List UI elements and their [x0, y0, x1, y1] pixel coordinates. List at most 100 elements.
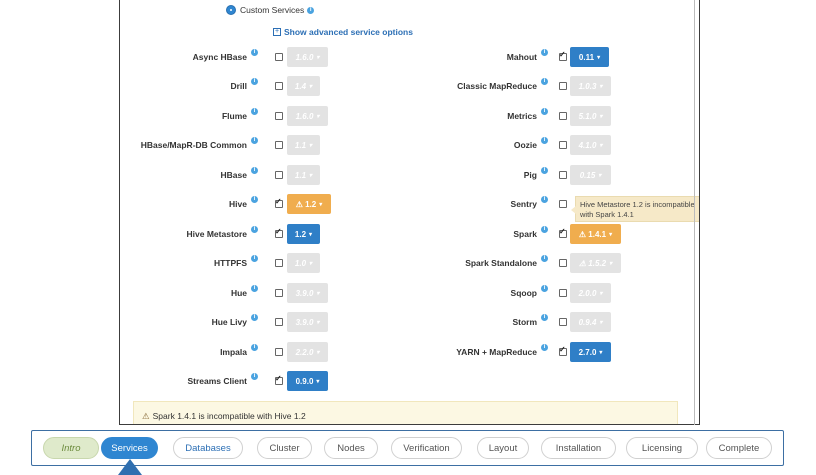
custom-services-label: Custom Services [240, 5, 305, 15]
service-checkbox[interactable] [275, 141, 283, 149]
service-row-classic-mapreduce: Classic MapReduce i 1.0.3 ▾ [410, 75, 699, 97]
info-icon[interactable]: i [541, 167, 548, 174]
service-label: Drill [230, 81, 247, 91]
service-label: HTTPFS [213, 258, 247, 268]
version-dropdown[interactable]: 4.1.0 ▾ [570, 135, 611, 155]
version-dropdown[interactable]: 1.6.0 ▾ [287, 106, 328, 126]
advanced-options-link[interactable]: + Show advanced service options [273, 27, 413, 37]
version-dropdown[interactable]: 1.2 ▾ [287, 224, 320, 244]
version-dropdown[interactable]: 0.9.4 ▾ [570, 312, 611, 332]
version-dropdown[interactable]: 3.9.0 ▾ [287, 312, 328, 332]
service-checkbox[interactable] [275, 259, 283, 267]
service-row-spark: Spark i ⚠ 1.4.1▾ [410, 223, 699, 245]
info-icon[interactable]: i [251, 49, 258, 56]
version-dropdown[interactable]: 0.11 ▾ [570, 47, 609, 67]
service-label: Hue Livy [211, 317, 247, 327]
service-checkbox[interactable] [559, 112, 567, 120]
wizard-step-installation[interactable]: Installation [541, 437, 616, 459]
custom-services-option[interactable]: Custom Services i [226, 5, 315, 15]
service-checkbox[interactable] [559, 82, 567, 90]
service-checkbox[interactable] [275, 197, 283, 208]
service-checkbox[interactable] [559, 50, 567, 61]
service-label: Hive [229, 199, 247, 209]
info-icon[interactable]: i [541, 314, 548, 321]
wizard-step-nodes[interactable]: Nodes [324, 437, 378, 459]
service-row-async-hbase: Async HBase i 1.6.0 ▾ [120, 46, 420, 68]
service-row-hue: Hue i 3.9.0 ▾ [120, 282, 420, 304]
version-dropdown[interactable]: 2.0.0 ▾ [570, 283, 611, 303]
service-checkbox[interactable] [275, 171, 283, 179]
service-checkbox[interactable] [275, 53, 283, 61]
service-label: Sqoop [510, 288, 537, 298]
service-checkbox[interactable] [275, 112, 283, 120]
radio-selected-icon[interactable] [226, 5, 236, 15]
info-icon[interactable]: i [541, 108, 548, 115]
service-row-oozie: Oozie i 4.1.0 ▾ [410, 134, 699, 156]
info-icon[interactable]: i [251, 108, 258, 115]
service-checkbox[interactable] [559, 227, 567, 238]
wizard-progress-bar: Intro Services Databases Cluster Nodes V… [31, 430, 784, 466]
version-dropdown[interactable]: 1.1 ▾ [287, 135, 320, 155]
info-icon[interactable]: i [251, 285, 258, 292]
info-icon[interactable]: i [251, 373, 258, 380]
info-icon[interactable]: i [541, 196, 548, 203]
info-icon[interactable]: i [541, 255, 548, 262]
info-icon[interactable]: i [251, 344, 258, 351]
service-checkbox[interactable] [275, 318, 283, 326]
version-dropdown[interactable]: 1.0 ▾ [287, 253, 320, 273]
info-icon[interactable]: i [541, 285, 548, 292]
version-dropdown[interactable]: ⚠ 1.4.1 ▾ [570, 224, 621, 244]
info-icon[interactable]: i [251, 255, 258, 262]
service-checkbox[interactable] [275, 374, 283, 385]
version-dropdown[interactable]: ⚠ 1.5.2 ▾ [570, 253, 621, 273]
version-dropdown[interactable]: 2.7.0 ▾ [570, 342, 611, 362]
version-dropdown[interactable]: ⚠ 1.2 ▾ [287, 194, 331, 214]
info-icon[interactable]: i [251, 78, 258, 85]
service-checkbox[interactable] [275, 82, 283, 90]
info-icon[interactable]: i [251, 314, 258, 321]
version-dropdown[interactable]: 1.4 ▾ [287, 76, 320, 96]
info-icon[interactable]: i [541, 78, 548, 85]
wizard-step-databases[interactable]: Databases [173, 437, 243, 459]
info-icon[interactable]: i [251, 137, 258, 144]
info-icon[interactable]: i [251, 167, 258, 174]
version-dropdown[interactable]: 3.9.0 ▾ [287, 283, 328, 303]
info-icon[interactable]: i [541, 49, 548, 56]
wizard-step-layout[interactable]: Layout [477, 437, 529, 459]
service-checkbox[interactable] [559, 200, 567, 208]
wizard-step-complete[interactable]: Complete [706, 437, 772, 459]
info-icon[interactable]: i [307, 6, 315, 14]
service-checkbox[interactable] [559, 345, 567, 356]
service-checkbox[interactable] [559, 289, 567, 297]
version-dropdown[interactable]: 1.0.3 ▾ [570, 76, 611, 96]
service-checkbox[interactable] [559, 171, 567, 179]
service-checkbox[interactable] [559, 318, 567, 326]
wizard-step-services[interactable]: Services [101, 437, 158, 459]
info-icon[interactable]: i [541, 344, 548, 351]
wizard-step-cluster[interactable]: Cluster [257, 437, 312, 459]
service-row-impala: Impala i 2.2.0 ▾ [120, 341, 420, 363]
service-checkbox[interactable] [275, 289, 283, 297]
info-icon[interactable]: i [251, 226, 258, 233]
version-dropdown[interactable]: 2.2.0 ▾ [287, 342, 328, 362]
service-label: Pig [523, 170, 537, 180]
info-icon[interactable]: i [541, 137, 548, 144]
info-icon[interactable]: i [251, 196, 258, 203]
version-dropdown[interactable]: 1.1 ▾ [287, 165, 320, 185]
service-row-storm: Storm i 0.9.4 ▾ [410, 311, 699, 333]
warning-text: Spark 1.4.1 is incompatible with Hive 1.… [152, 411, 306, 421]
service-label: YARN + MapReduce [456, 347, 537, 357]
info-icon[interactable]: i [541, 226, 548, 233]
service-checkbox[interactable] [559, 141, 567, 149]
wizard-step-intro[interactable]: Intro [43, 437, 99, 459]
service-checkbox[interactable] [559, 259, 567, 267]
version-dropdown[interactable]: 5.1.0 ▾ [570, 106, 611, 126]
service-checkbox[interactable] [275, 348, 283, 356]
version-dropdown[interactable]: 0.9.0 ▾ [287, 371, 328, 391]
service-row-sqoop: Sqoop i 2.0.0 ▾ [410, 282, 699, 304]
wizard-step-verification[interactable]: Verification [391, 437, 462, 459]
service-checkbox[interactable] [275, 227, 283, 238]
version-dropdown[interactable]: 1.6.0 ▾ [287, 47, 328, 67]
version-dropdown[interactable]: 0.15 ▾ [570, 165, 611, 185]
wizard-step-licensing[interactable]: Licensing [626, 437, 698, 459]
